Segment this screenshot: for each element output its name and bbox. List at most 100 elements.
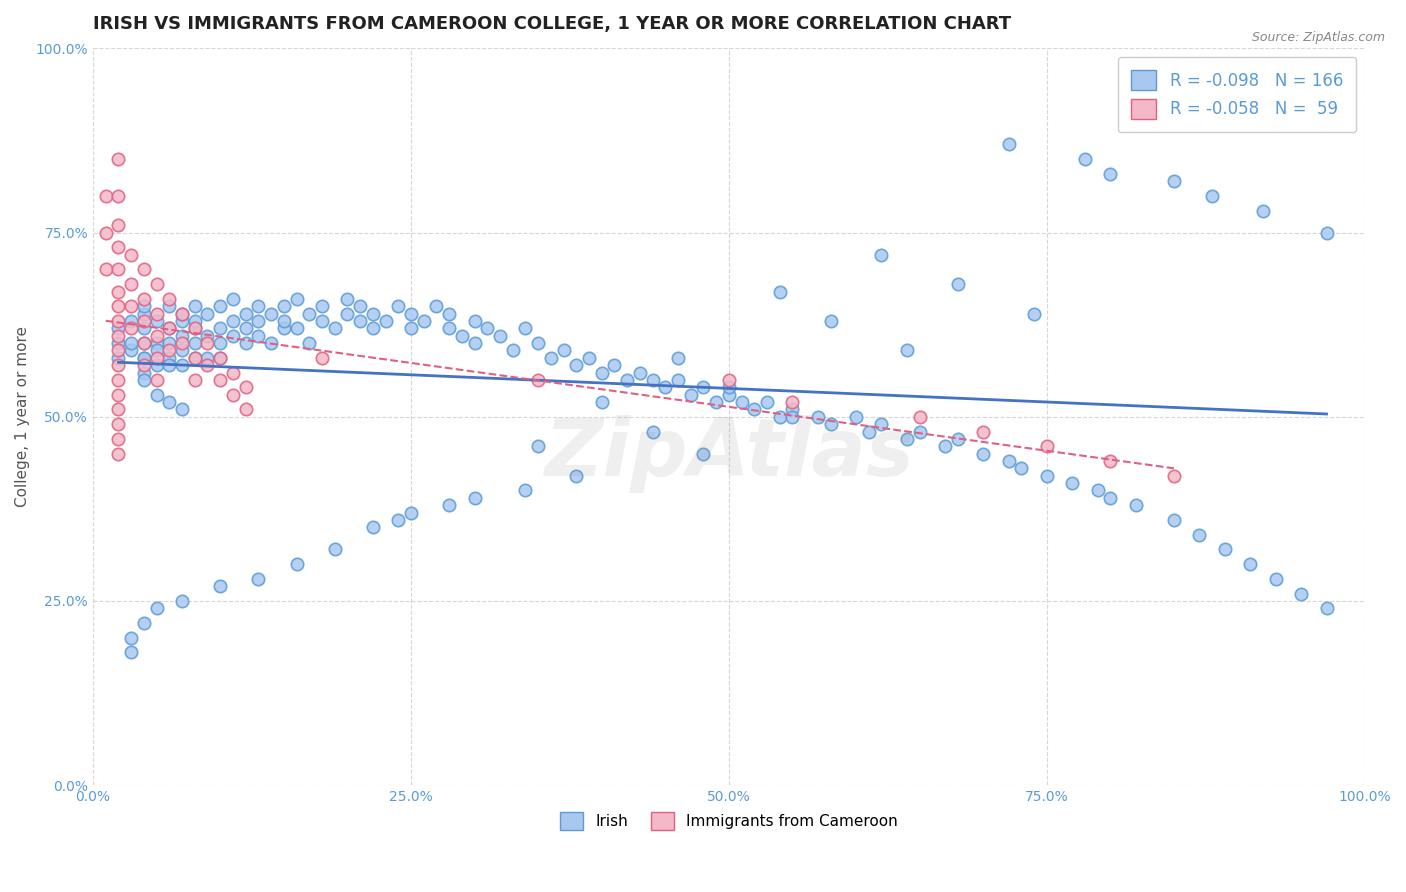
Point <box>641 425 664 439</box>
Point <box>489 328 512 343</box>
Point <box>578 351 600 365</box>
Point <box>120 336 142 351</box>
Point <box>209 299 232 313</box>
Point <box>666 351 689 365</box>
Point <box>235 321 257 335</box>
Point <box>527 373 550 387</box>
Point <box>132 321 155 335</box>
Point <box>145 336 167 351</box>
Point <box>209 351 232 365</box>
Point <box>107 447 129 461</box>
Point <box>120 343 142 358</box>
Point <box>132 351 155 365</box>
Point <box>311 314 333 328</box>
Point <box>666 373 689 387</box>
Point <box>374 314 396 328</box>
Point <box>184 299 207 313</box>
Point <box>145 601 167 615</box>
Legend: Irish, Immigrants from Cameroon: Irish, Immigrants from Cameroon <box>554 805 904 837</box>
Point <box>361 307 384 321</box>
Point <box>107 188 129 202</box>
Point <box>298 336 321 351</box>
Point <box>157 351 180 365</box>
Point <box>107 343 129 358</box>
Point <box>273 299 295 313</box>
Point <box>145 314 167 328</box>
Point <box>157 292 180 306</box>
Point <box>845 409 868 424</box>
Point <box>285 321 308 335</box>
Point <box>132 351 155 365</box>
Point <box>145 277 167 292</box>
Point <box>1062 476 1084 491</box>
Point <box>1087 483 1109 498</box>
Point <box>209 579 232 593</box>
Point <box>717 387 740 401</box>
Point <box>437 307 460 321</box>
Point <box>896 343 918 358</box>
Point <box>1010 461 1032 475</box>
Point <box>107 432 129 446</box>
Point <box>170 314 193 328</box>
Point <box>209 351 232 365</box>
Point <box>1163 468 1185 483</box>
Point <box>145 387 167 401</box>
Point <box>222 292 245 306</box>
Point <box>132 358 155 372</box>
Point <box>553 343 575 358</box>
Point <box>692 447 714 461</box>
Point <box>222 328 245 343</box>
Point <box>107 328 129 343</box>
Point <box>1036 439 1059 453</box>
Point <box>157 336 180 351</box>
Point <box>120 645 142 659</box>
Point <box>157 358 180 372</box>
Point <box>285 557 308 571</box>
Point <box>107 219 129 233</box>
Point <box>132 314 155 328</box>
Point <box>107 262 129 277</box>
Point <box>742 402 765 417</box>
Point <box>502 343 524 358</box>
Y-axis label: College, 1 year or more: College, 1 year or more <box>15 326 30 508</box>
Point <box>464 314 486 328</box>
Point <box>591 366 613 380</box>
Point <box>222 366 245 380</box>
Point <box>704 395 727 409</box>
Point <box>107 240 129 254</box>
Point <box>870 248 893 262</box>
Point <box>349 314 371 328</box>
Point <box>170 328 193 343</box>
Point <box>247 572 270 586</box>
Point <box>1213 542 1236 557</box>
Point <box>1289 586 1312 600</box>
Point <box>157 321 180 335</box>
Point <box>107 417 129 431</box>
Point <box>145 373 167 387</box>
Point <box>641 373 664 387</box>
Point <box>311 351 333 365</box>
Point <box>285 292 308 306</box>
Text: Source: ZipAtlas.com: Source: ZipAtlas.com <box>1251 31 1385 45</box>
Point <box>120 277 142 292</box>
Point <box>107 299 129 313</box>
Point <box>107 358 129 372</box>
Point <box>157 321 180 335</box>
Point <box>94 262 117 277</box>
Point <box>298 307 321 321</box>
Point <box>170 307 193 321</box>
Point <box>107 314 129 328</box>
Point <box>145 328 167 343</box>
Point <box>972 447 994 461</box>
Point <box>425 299 447 313</box>
Point <box>527 336 550 351</box>
Point <box>247 328 270 343</box>
Point <box>515 483 537 498</box>
Point <box>323 542 346 557</box>
Point <box>94 226 117 240</box>
Point <box>616 373 638 387</box>
Point <box>197 336 219 351</box>
Point <box>157 299 180 313</box>
Point <box>946 432 969 446</box>
Point <box>756 395 779 409</box>
